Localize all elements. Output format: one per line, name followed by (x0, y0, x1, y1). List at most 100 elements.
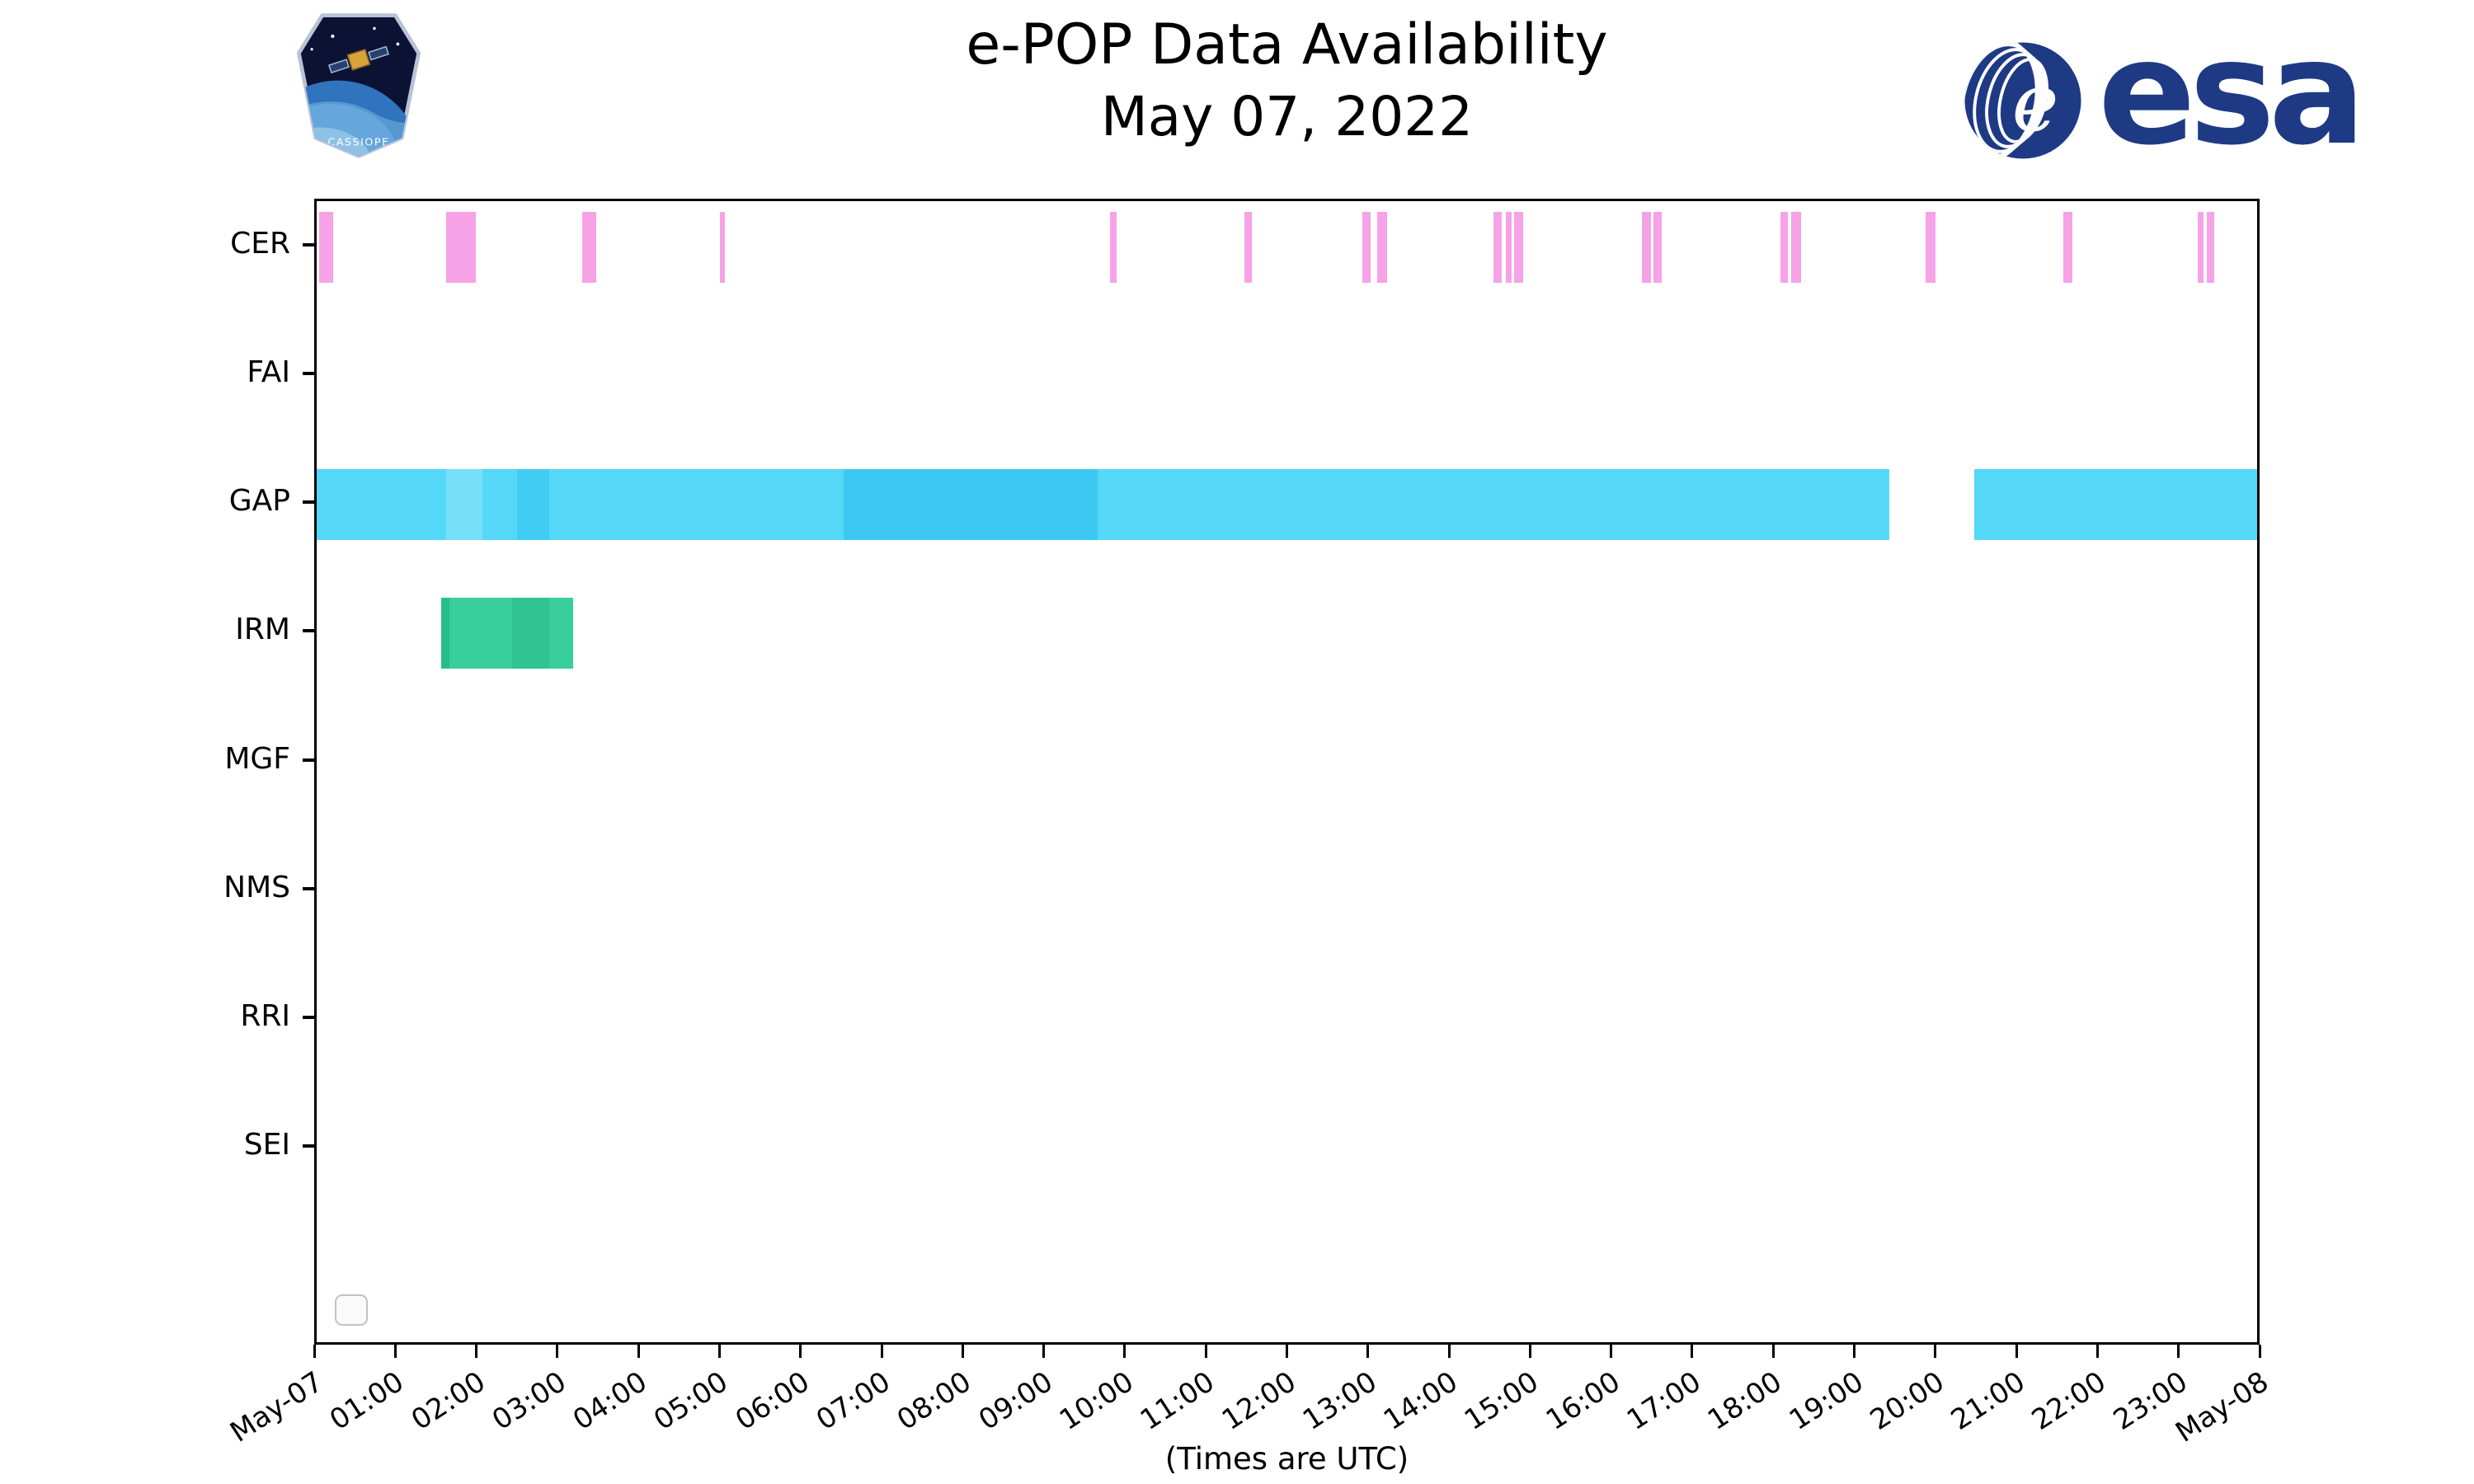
cer-availability-bar (1362, 212, 1371, 284)
x-tick-label: 13:00 (1296, 1365, 1383, 1437)
x-tick-label: 21:00 (1945, 1365, 2031, 1437)
x-tick (1447, 1345, 1451, 1358)
esa-globe-letter: e (2012, 57, 2059, 149)
cer-availability-bar (1493, 212, 1503, 284)
x-tick-label: 01:00 (324, 1365, 411, 1437)
x-tick-label: 04:00 (567, 1365, 653, 1437)
cer-availability-bar (445, 212, 477, 284)
x-tick-label: 07:00 (810, 1365, 896, 1437)
x-tick-label: 15:00 (1459, 1365, 1545, 1437)
x-tick (1853, 1345, 1856, 1358)
cer-availability-bar (1926, 212, 1935, 284)
x-tick (313, 1345, 316, 1358)
x-tick (1286, 1345, 1288, 1358)
x-tick (1204, 1345, 1207, 1358)
chart-subtitle: May 07, 2022 (1100, 84, 1474, 148)
x-tick-label: 03:00 (486, 1365, 572, 1437)
x-tick-label: 20:00 (1864, 1365, 1950, 1437)
gap-availability-bar (317, 469, 1889, 541)
cer-availability-bar (1641, 212, 1651, 284)
x-tick (1934, 1345, 1937, 1358)
x-tick-label: 09:00 (972, 1365, 1059, 1437)
x-tick (1771, 1345, 1775, 1358)
irm-availability-overlay (440, 598, 449, 669)
cer-availability-bar (1244, 212, 1253, 284)
cer-availability-bar (720, 212, 726, 284)
cer-availability-bar (1109, 212, 1117, 284)
x-tick (1123, 1345, 1126, 1358)
x-tick-label: 19:00 (1783, 1365, 1870, 1437)
x-tick-label: May-08 (2169, 1365, 2274, 1449)
x-tick-label: 16:00 (1540, 1365, 1626, 1437)
gap-availability-overlay (517, 469, 550, 541)
cer-availability-bar (1377, 212, 1388, 284)
x-tick (717, 1345, 721, 1358)
x-tick (1610, 1345, 1613, 1358)
x-tick (637, 1345, 640, 1358)
esa-logo: e esa (1961, 21, 2366, 172)
row-label-gap: GAP (228, 484, 290, 519)
row-label-fai: FAI (247, 355, 290, 390)
x-tick-label: 06:00 (729, 1365, 816, 1437)
cassiope-label: CASSIOPE (327, 136, 389, 148)
cassiope-mission-patch-icon: CASSIOPE (296, 13, 421, 158)
x-tick-label: 12:00 (1216, 1365, 1302, 1437)
cer-availability-bar (318, 212, 333, 284)
row-label-irm: IRM (235, 613, 290, 647)
row-label-mgf: MGF (224, 741, 290, 776)
x-tick-label: May-07 (223, 1365, 329, 1449)
x-tick-label: 18:00 (1702, 1365, 1789, 1437)
x-tick (799, 1345, 802, 1358)
x-tick (2015, 1345, 2018, 1358)
x-tick (393, 1345, 397, 1358)
x-tick (2177, 1345, 2180, 1358)
y-tick (303, 372, 314, 376)
x-tick-label: 11:00 (1135, 1365, 1221, 1437)
esa-globe-icon: e (1964, 42, 2081, 158)
x-tick (1042, 1345, 1046, 1358)
irm-availability-bar (440, 598, 573, 669)
x-tick-label: 08:00 (891, 1365, 978, 1437)
cer-availability-bar (1653, 212, 1663, 284)
y-tick (303, 500, 314, 505)
cer-availability-bar (1791, 212, 1802, 284)
y-tick (303, 629, 314, 633)
cer-availability-bar (1506, 212, 1512, 284)
cer-availability-bar (2198, 212, 2204, 284)
cer-availability-bar (581, 212, 597, 284)
gap-availability-overlay (844, 469, 1098, 541)
x-tick (2095, 1345, 2099, 1358)
row-label-rri: RRI (240, 998, 290, 1033)
x-tick-label: 05:00 (648, 1365, 735, 1437)
row-label-sei: SEI (243, 1127, 290, 1162)
cer-availability-bar (1513, 212, 1523, 284)
row-label-nms: NMS (223, 870, 290, 904)
x-tick-label: 22:00 (2026, 1365, 2113, 1437)
legend-box (335, 1294, 368, 1326)
chart-title-block: e-POP Data Availability May 07, 2022 (314, 12, 2260, 149)
x-axis-caption: (Times are UTC) (1164, 1441, 1409, 1477)
x-tick (1366, 1345, 1370, 1358)
x-tick (1528, 1345, 1531, 1358)
x-tick (475, 1345, 478, 1358)
esa-wordmark: esa (2098, 10, 2366, 177)
x-tick-label: 14:00 (1377, 1365, 1464, 1437)
cer-availability-bar (1780, 212, 1789, 284)
y-tick (303, 886, 314, 890)
x-tick (2258, 1345, 2261, 1358)
x-tick-label: 02:00 (405, 1365, 492, 1437)
x-tick-label: 10:00 (1053, 1365, 1140, 1437)
x-tick (556, 1345, 559, 1358)
x-tick (961, 1345, 964, 1358)
gap-availability-bar (1973, 469, 2257, 541)
row-label-cer: CER (230, 227, 290, 261)
y-tick (303, 1144, 314, 1148)
gap-availability-overlay (445, 469, 482, 541)
x-tick-label: 17:00 (1620, 1365, 1707, 1437)
plot-area (314, 199, 2260, 1345)
x-tick (1691, 1345, 1694, 1358)
x-tick (880, 1345, 883, 1358)
chart-title: e-POP Data Availability (966, 12, 1608, 77)
y-tick (303, 1015, 314, 1019)
